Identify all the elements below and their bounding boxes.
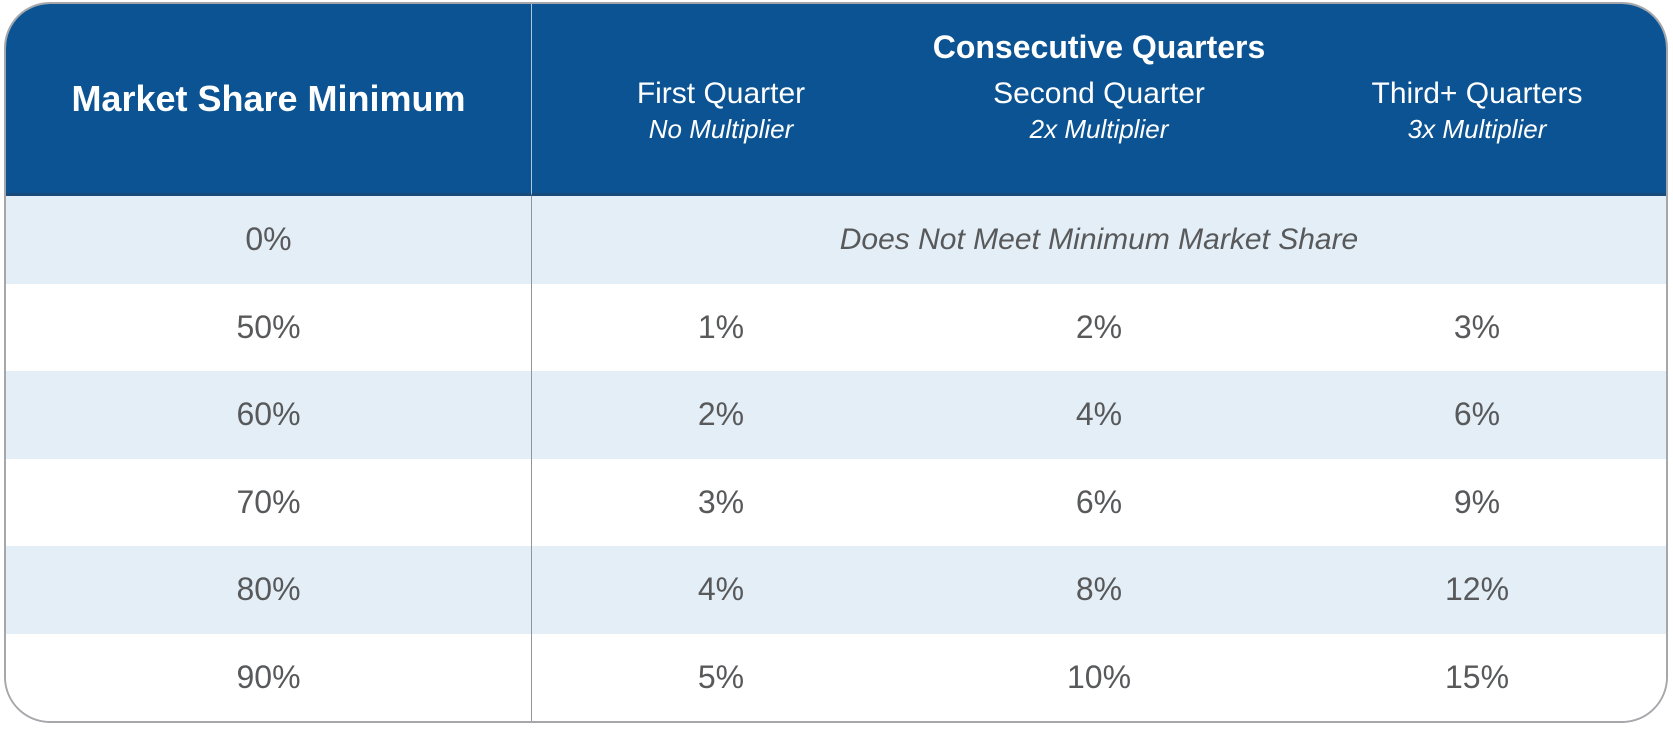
value-cell: 12% (1288, 546, 1666, 634)
consecutive-quarters-header-group: Consecutive Quarters First Quarter No Mu… (532, 4, 1666, 196)
row-share-60: 60% (6, 371, 532, 459)
corner-header-market-share-minimum: Market Share Minimum (6, 4, 532, 196)
value-cell: 4% (910, 371, 1288, 459)
value-cell: 6% (910, 458, 1288, 546)
value-cell: 2% (910, 283, 1288, 371)
value-cell: 15% (1288, 633, 1666, 721)
group-header-consecutive-quarters: Consecutive Quarters (932, 29, 1266, 65)
row-share-50: 50% (6, 283, 532, 371)
value-cell: 3% (1288, 283, 1666, 371)
column-header-first-quarter: First Quarter No Multiplier (532, 75, 910, 145)
value-cell: 6% (1288, 371, 1666, 459)
value-cell: 8% (910, 546, 1288, 634)
row-share-0: 0% (6, 196, 532, 284)
value-cell: 1% (532, 283, 910, 371)
value-cell: 4% (532, 546, 910, 634)
row-share-80: 80% (6, 546, 532, 634)
row-share-90: 90% (6, 633, 532, 721)
column-title: First Quarter (636, 77, 806, 111)
value-cell: 10% (910, 633, 1288, 721)
column-subtitle: 2x Multiplier (1029, 113, 1169, 144)
column-title: Third+ Quarters (1371, 77, 1583, 111)
multiplier-table: Market Share Minimum Consecutive Quarter… (4, 2, 1668, 723)
row-share-70: 70% (6, 458, 532, 546)
column-header-second-quarter: Second Quarter 2x Multiplier (910, 75, 1288, 145)
value-cell: 3% (532, 458, 910, 546)
column-header-third-plus-quarters: Third+ Quarters 3x Multiplier (1288, 75, 1666, 145)
no-minimum-note: Does Not Meet Minimum Market Share (532, 196, 1666, 284)
value-cell: 2% (532, 371, 910, 459)
value-cell: 9% (1288, 458, 1666, 546)
column-title: Second Quarter (993, 77, 1205, 111)
column-subtitle: No Multiplier (648, 113, 794, 144)
column-subtitle: 3x Multiplier (1407, 113, 1547, 144)
value-cell: 5% (532, 633, 910, 721)
subheader-row: First Quarter No Multiplier Second Quart… (532, 75, 1666, 145)
